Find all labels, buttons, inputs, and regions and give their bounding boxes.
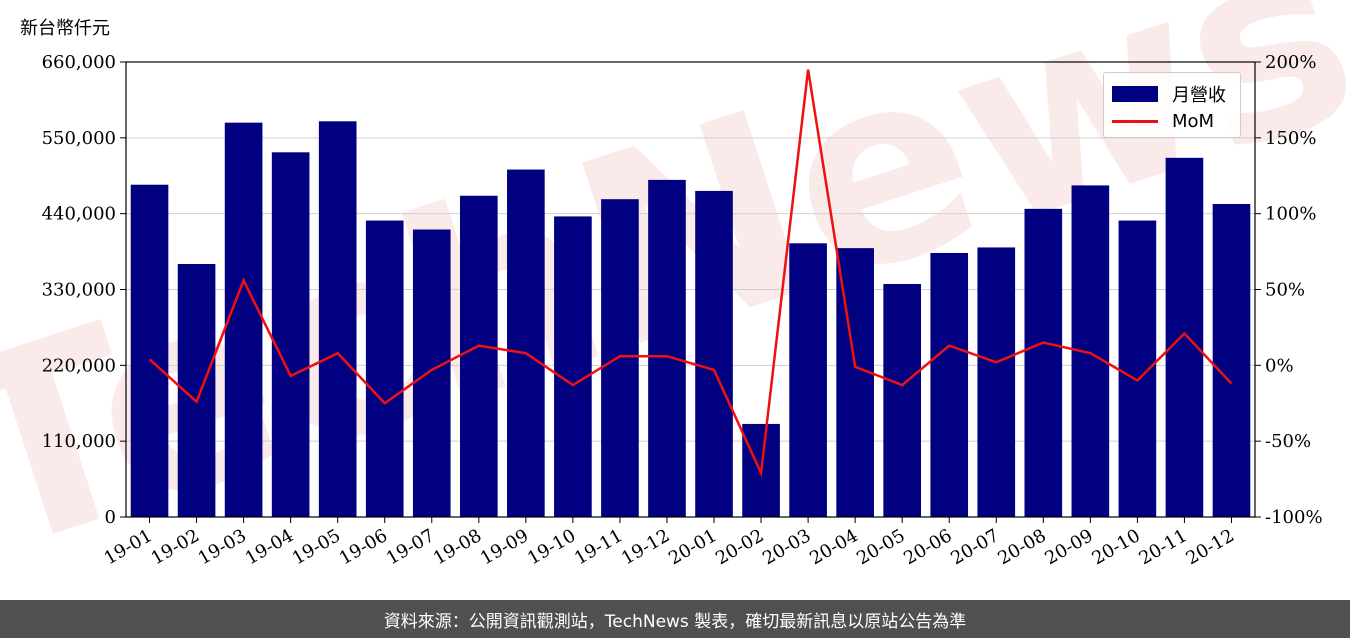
bar-20-05	[883, 283, 922, 517]
mom-line	[148, 69, 1233, 478]
x-tick-label-20-12: 20-12	[1183, 525, 1238, 569]
legend: 月營收 MoM	[1103, 72, 1241, 138]
legend-item-mom: MoM	[1112, 111, 1214, 132]
x-tick-label-19-07: 19-07	[383, 525, 438, 569]
x-tick-label-20-10: 20-10	[1088, 525, 1143, 569]
legend-swatch-revenue	[1112, 86, 1158, 102]
x-tick-label-20-03: 20-03	[759, 525, 814, 569]
y-axis-unit-label: 新台幣仟元	[20, 18, 110, 39]
y-left-tick-label: 330,000	[42, 280, 116, 301]
y-left-tick-label: 440,000	[42, 204, 116, 225]
x-tick-label-19-09: 19-09	[477, 525, 532, 569]
y-left-tick-label: 660,000	[42, 52, 116, 73]
bar-20-08	[1024, 208, 1063, 517]
bar-20-07	[977, 247, 1016, 518]
bar-19-10	[554, 216, 592, 517]
x-tick-label-20-05: 20-05	[853, 525, 908, 569]
bar-19-12	[648, 179, 686, 518]
x-tick-label-20-02: 20-02	[712, 525, 767, 569]
bar-19-07	[412, 229, 451, 518]
bar-19-04	[271, 152, 310, 517]
legend-label-mom: MoM	[1172, 111, 1215, 132]
x-tick-label-20-08: 20-08	[994, 525, 1049, 569]
x-tick-label-20-04: 20-04	[806, 525, 861, 569]
bar-20-06	[930, 252, 969, 517]
legend-item-revenue: 月營收	[1112, 81, 1226, 107]
bar-19-05	[318, 121, 357, 518]
y-right-tick-label: 50%	[1265, 280, 1305, 301]
bar-19-06	[365, 220, 404, 517]
y-left-tick-label: 110,000	[42, 431, 116, 452]
legend-swatch-mom	[1112, 120, 1158, 123]
y-left-tick-label: 550,000	[42, 128, 116, 149]
bar-19-08	[459, 195, 498, 517]
footer-source: 資料來源：公開資訊觀測站，TechNews 製表，確切最新訊息以原站公告為準	[0, 600, 1350, 638]
y-right-tick-label: 200%	[1265, 52, 1316, 73]
legend-label-revenue: 月營收	[1172, 85, 1226, 106]
y-right-tick-label: -50%	[1265, 431, 1311, 452]
y-right-tick-label: -100%	[1265, 507, 1323, 528]
bar-19-01	[130, 184, 169, 517]
x-tick-label-19-08: 19-08	[430, 525, 485, 569]
bar-20-11	[1165, 157, 1204, 518]
y-left-tick-label: 0	[105, 507, 116, 528]
x-tick-label-19-06: 19-06	[336, 525, 391, 569]
x-tick-label-19-11: 19-11	[571, 525, 626, 569]
y-right-tick-label: 150%	[1265, 128, 1316, 149]
x-tick-label-19-05: 19-05	[289, 525, 344, 569]
bar-20-12	[1212, 204, 1251, 518]
bar-19-09	[507, 169, 545, 517]
x-tick-label-20-06: 20-06	[900, 525, 955, 569]
y-right-tick-label: 100%	[1265, 204, 1316, 225]
x-tick-label-20-01: 20-01	[665, 525, 720, 569]
x-tick-label-19-12: 19-12	[618, 525, 673, 569]
bar-19-11	[601, 199, 639, 517]
bar-19-03	[224, 122, 263, 518]
x-tick-label-19-10: 19-10	[524, 525, 579, 569]
bar-20-01	[695, 190, 733, 517]
x-tick-label-20-07: 20-07	[947, 525, 1002, 569]
bar-20-03	[789, 243, 827, 517]
y-right-tick-label: 0%	[1265, 355, 1294, 376]
y-left-tick-label: 220,000	[42, 355, 116, 376]
x-tick-label-20-09: 20-09	[1041, 525, 1096, 569]
x-tick-label-20-11: 20-11	[1135, 525, 1190, 569]
